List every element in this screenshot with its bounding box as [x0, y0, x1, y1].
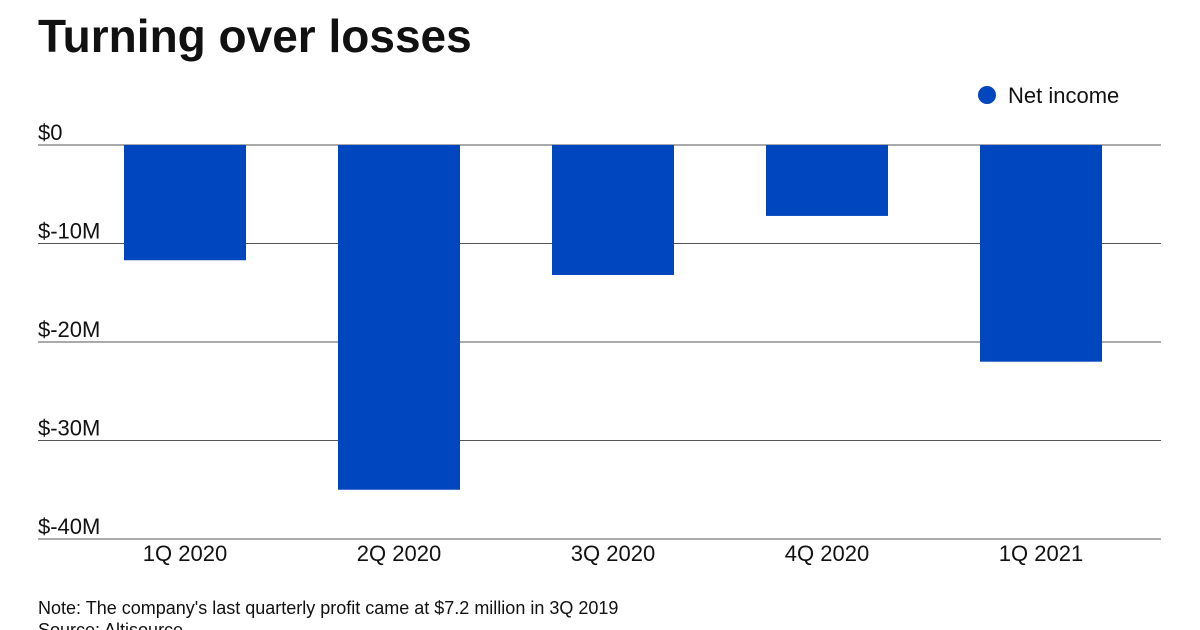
y-tick-label: $-20M	[38, 317, 100, 342]
x-tick-label: 1Q 2021	[999, 541, 1083, 566]
y-tick-label: $-30M	[38, 416, 100, 441]
y-tick-label: $-10M	[38, 219, 100, 244]
y-tick-label: $-40M	[38, 514, 100, 539]
y-tick-label: $0	[38, 120, 62, 145]
note: Note: The company's last quarterly profi…	[38, 598, 618, 618]
x-tick-label: 1Q 2020	[143, 541, 227, 566]
bar	[124, 145, 246, 261]
x-tick-label: 2Q 2020	[357, 541, 441, 566]
bar	[552, 145, 674, 276]
x-tick-label: 4Q 2020	[785, 541, 869, 566]
bar	[980, 145, 1102, 362]
bar	[766, 145, 888, 216]
bar	[338, 145, 460, 490]
legend-swatch	[978, 86, 996, 104]
legend-label: Net income	[1008, 83, 1119, 108]
source: Source: Altisource	[38, 620, 183, 630]
chart-title: Turning over losses	[38, 10, 472, 62]
x-tick-label: 3Q 2020	[571, 541, 655, 566]
